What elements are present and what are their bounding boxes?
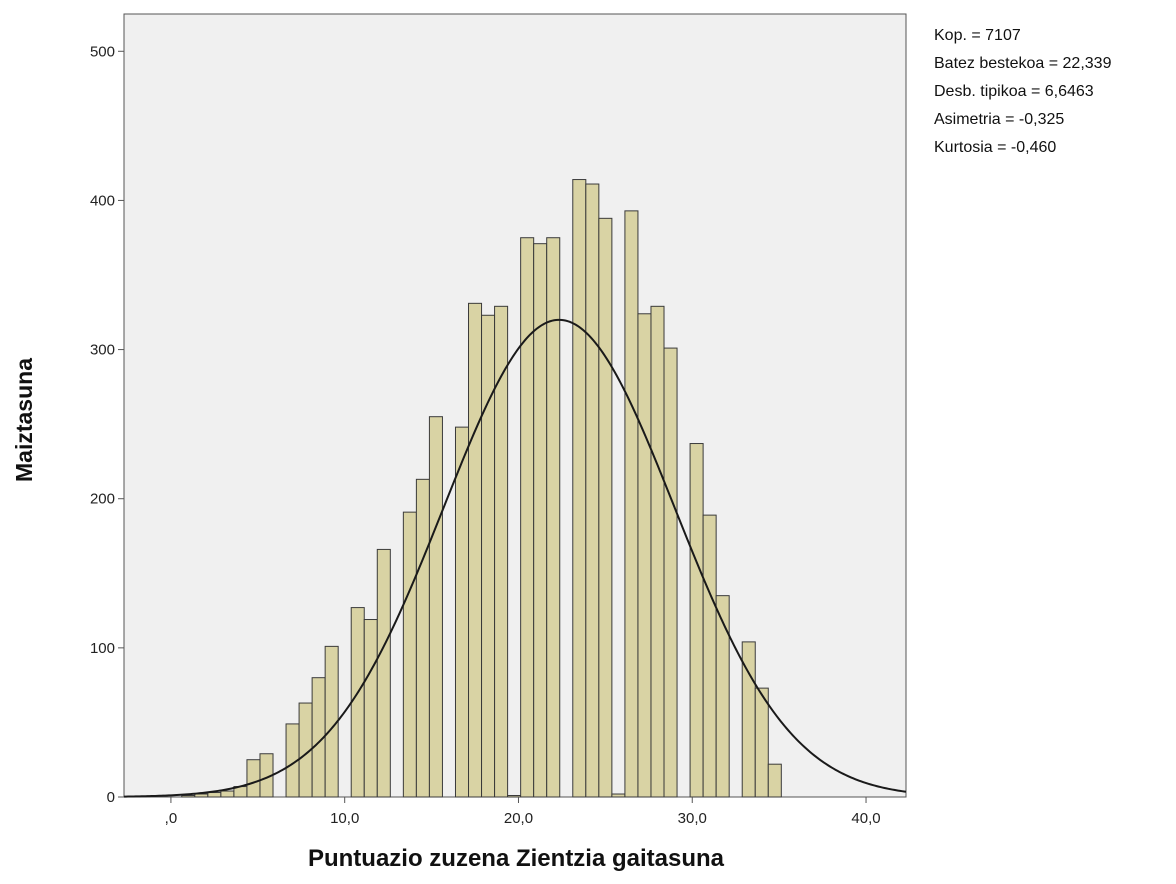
- stat-count: Kop. = 7107: [934, 27, 1021, 44]
- y-axis: 0 100 200 300 400 500: [90, 43, 124, 806]
- histogram-bar: [663, 347, 678, 798]
- histogram-bar: [428, 416, 443, 798]
- x-tick-label: 30,0: [678, 810, 707, 827]
- histogram-bar: [689, 443, 704, 798]
- histogram-bar: [546, 237, 561, 798]
- histogram-bar: [415, 478, 430, 798]
- histogram-bar: [481, 314, 496, 798]
- histogram-bar: [350, 607, 365, 798]
- x-tick-label: 20,0: [504, 810, 533, 827]
- stat-mean: Batez bestekoa = 22,339: [934, 55, 1112, 72]
- x-tick-label: 10,0: [330, 810, 359, 827]
- stat-kurtosis: Kurtosia = -0,460: [934, 139, 1057, 156]
- x-axis: ,0 10,0 20,0 30,0 40,0: [165, 797, 881, 827]
- histogram-bar: [702, 514, 717, 798]
- histogram-bar: [468, 302, 483, 798]
- histogram-bar: [207, 792, 222, 798]
- histogram-bar: [624, 210, 639, 798]
- histogram-bar: [637, 313, 652, 798]
- histogram-bar: [246, 759, 261, 798]
- x-axis-title: Puntuazio zuzena Zientzia gaitasuna: [308, 845, 725, 872]
- histogram-bar: [507, 795, 522, 798]
- histogram-bar: [220, 790, 235, 798]
- histogram-bar: [520, 237, 535, 798]
- histogram-bar: [402, 511, 417, 798]
- histogram-bar: [715, 595, 730, 798]
- histogram-bar: [494, 305, 509, 798]
- bars-layer: [181, 179, 782, 798]
- stat-skewness: Asimetria = -0,325: [934, 111, 1065, 128]
- histogram-bar: [611, 793, 626, 798]
- plot-area: [123, 13, 907, 798]
- x-tick-label: ,0: [165, 810, 178, 827]
- histogram-bar: [376, 548, 391, 798]
- y-tick-label: 100: [90, 640, 115, 657]
- y-axis-title: Maiztasuna: [11, 358, 37, 482]
- histogram-bar: [598, 217, 613, 798]
- histogram-bar: [363, 619, 378, 798]
- histogram-bar: [454, 426, 470, 798]
- histogram-bar: [585, 183, 600, 798]
- histogram-bar: [572, 179, 587, 798]
- normal-curve: [123, 318, 907, 798]
- y-tick-label: 300: [90, 342, 115, 359]
- y-tick-label: 200: [90, 491, 115, 508]
- histogram-bar: [767, 763, 782, 798]
- histogram-bar: [650, 305, 665, 798]
- y-tick-label: 500: [90, 43, 115, 60]
- y-tick-label: 400: [90, 192, 115, 209]
- histogram-bar: [181, 795, 196, 798]
- x-tick-label: 40,0: [851, 810, 880, 827]
- histogram-bar: [754, 687, 769, 798]
- y-tick-label: 0: [107, 789, 115, 806]
- stat-std-dev: Desb. tipikoa = 6,6463: [934, 83, 1094, 100]
